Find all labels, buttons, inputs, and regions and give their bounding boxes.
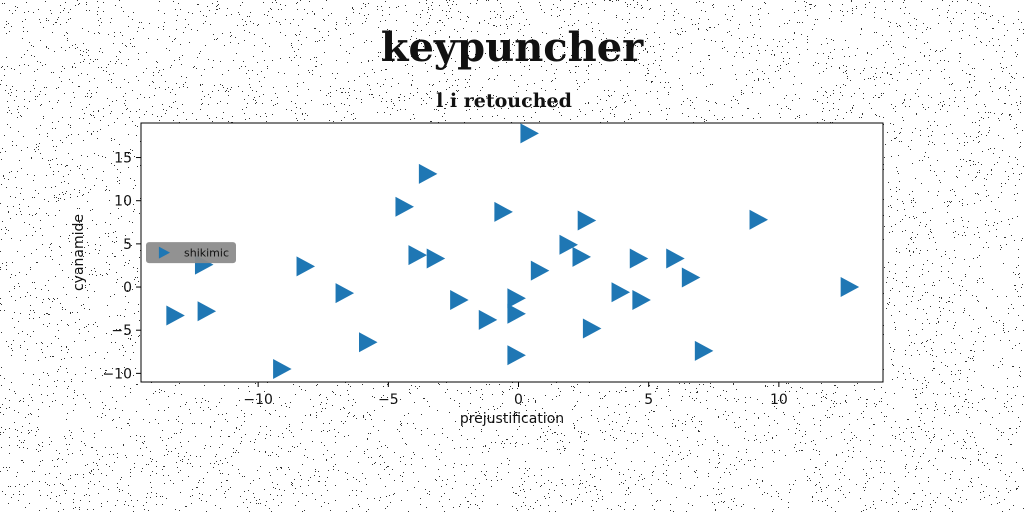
y-tick-label: 5 [123, 237, 132, 253]
data-point [395, 196, 414, 217]
data-point [507, 303, 526, 324]
data-point [359, 332, 378, 353]
data-point [273, 359, 292, 380]
data-point [520, 123, 539, 144]
y-tick-label: −10 [102, 366, 132, 382]
data-point [335, 283, 355, 304]
data-point [666, 248, 685, 269]
data-point [507, 288, 526, 309]
data-point [494, 201, 513, 222]
plot-area [141, 123, 883, 382]
data-point [559, 234, 578, 255]
data-point [629, 248, 649, 269]
data-point [611, 282, 631, 303]
x-tick-label: −10 [243, 392, 273, 408]
x-axis: −10 −5 0 5 10 [243, 382, 788, 408]
legend-marker-icon [158, 246, 170, 259]
data-point [450, 289, 469, 310]
x-axis-label: prejustification [460, 411, 564, 427]
data-point [694, 340, 714, 361]
data-point [840, 277, 860, 298]
y-axis-label: cyanamide [71, 214, 87, 291]
data-point [197, 301, 217, 322]
data-point [577, 210, 597, 231]
y-axis: −10 −5 0 5 10 15 [102, 151, 141, 382]
data-point [426, 248, 446, 269]
x-tick-label: 5 [644, 392, 653, 408]
plot-frame [140, 122, 884, 383]
data-points [166, 123, 860, 380]
data-point [408, 245, 427, 266]
data-point [418, 163, 438, 184]
y-tick-label: 15 [114, 151, 132, 167]
x-tick-label: −5 [378, 392, 399, 408]
chart-title: l i retouched [436, 90, 572, 112]
data-point [572, 246, 591, 267]
data-point [681, 267, 701, 288]
x-tick-label: 10 [770, 392, 788, 408]
y-tick-label: 10 [114, 194, 132, 210]
data-point [632, 289, 651, 310]
data-point [582, 318, 602, 339]
data-point [478, 309, 498, 330]
data-point [530, 260, 550, 281]
data-point [749, 209, 769, 230]
legend-label: shikimic [184, 247, 229, 260]
legend: shikimic [146, 242, 236, 264]
data-point [507, 345, 526, 366]
y-tick-label: −5 [111, 323, 132, 339]
x-tick-label: 0 [514, 392, 523, 408]
legend-box [146, 242, 236, 264]
data-point [166, 305, 185, 326]
y-tick-label: 0 [123, 280, 132, 296]
data-point [296, 256, 316, 277]
figure-title: keypuncher [380, 24, 644, 71]
